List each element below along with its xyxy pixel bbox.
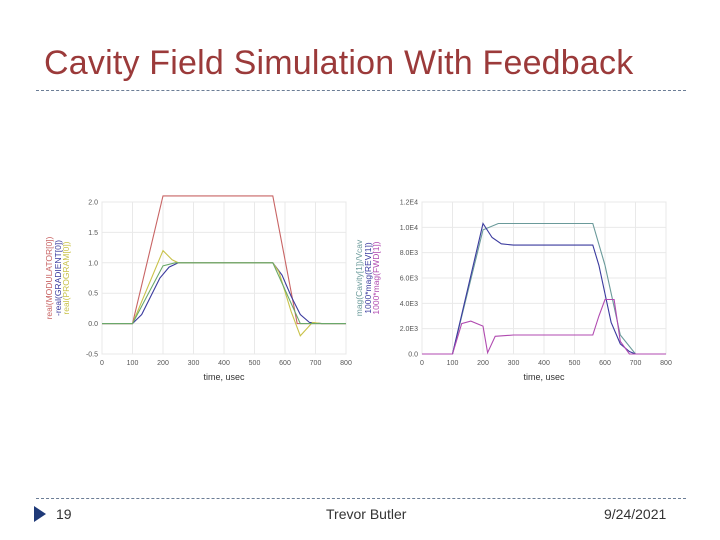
x-tick-label: 600 — [279, 360, 291, 367]
y-axis-label: real(MODULATOR[0]) — [44, 236, 54, 319]
y-tick-label: 1.5 — [88, 230, 98, 237]
x-tick-label: 400 — [538, 360, 550, 367]
x-tick-label: 100 — [127, 360, 139, 367]
left-chart: 0 100 200 300 400 500 600 700 800 -0.5 0.0 0.5 1.0 1.… — [44, 195, 352, 382]
series-line — [422, 298, 666, 355]
x-tick-label: 800 — [340, 360, 352, 367]
footer-divider — [36, 498, 686, 499]
footer-author: Trevor Butler — [326, 506, 407, 522]
x-tick-label: 800 — [660, 360, 672, 367]
series-line — [422, 222, 666, 355]
title-divider — [36, 90, 686, 91]
y-tick-label: 2.0E3 — [400, 326, 418, 333]
y-axis-label: mag(Cavity[1])/Vcav — [356, 239, 364, 316]
x-tick-label: 600 — [599, 360, 611, 367]
x-tick-label: 700 — [630, 360, 642, 367]
x-tick-label: 200 — [477, 360, 489, 367]
x-tick-label: 0 — [420, 360, 424, 367]
y-tick-label: 1.2E4 — [400, 200, 418, 207]
y-tick-label: 2.0 — [88, 200, 98, 207]
x-tick-label: 500 — [569, 360, 581, 367]
x-tick-label: 200 — [157, 360, 169, 367]
y-tick-label: 0.5 — [88, 291, 98, 298]
x-tick-label: 700 — [310, 360, 322, 367]
x-tick-label: 300 — [508, 360, 520, 367]
x-tick-label: 100 — [447, 360, 459, 367]
right-chart: 0 100 200 300 400 500 600 700 800 0.0 2.0E3 4.0E3 6.… — [356, 200, 672, 383]
y-tick-label: 1.0E4 — [400, 225, 418, 232]
y-tick-label: 0.0 — [88, 321, 98, 328]
series-line — [102, 262, 346, 325]
y-tick-label: -0.5 — [86, 352, 98, 359]
x-axis-label: time, usec — [523, 372, 565, 382]
x-tick-label: 400 — [218, 360, 230, 367]
y-tick-label: 1.0 — [88, 260, 98, 267]
y-axis-label: -real(GRADIENT[0]) — [53, 240, 63, 316]
y-tick-label: 6.0E3 — [400, 276, 418, 283]
footer-date: 9/24/2021 — [604, 506, 667, 522]
y-tick-label: 0.0 — [408, 352, 418, 359]
page-number: 19 — [56, 506, 72, 522]
x-tick-label: 0 — [100, 360, 104, 367]
x-tick-label: 500 — [249, 360, 261, 367]
y-axis-label: 1000*mag(FWD[1]) — [371, 241, 381, 314]
slide-arrow-icon — [34, 506, 46, 522]
slide-title: Cavity Field Simulation With Feedback — [44, 44, 634, 82]
x-tick-label: 300 — [188, 360, 200, 367]
y-tick-label: 8.0E3 — [400, 250, 418, 257]
x-axis-label: time, usec — [203, 372, 245, 382]
y-axis-label: real(PROGRAM[0]) — [61, 241, 71, 314]
y-axis-label: 1000*mag(REV[1]) — [363, 242, 373, 314]
series-line — [102, 249, 346, 337]
y-tick-label: 4.0E3 — [400, 301, 418, 308]
